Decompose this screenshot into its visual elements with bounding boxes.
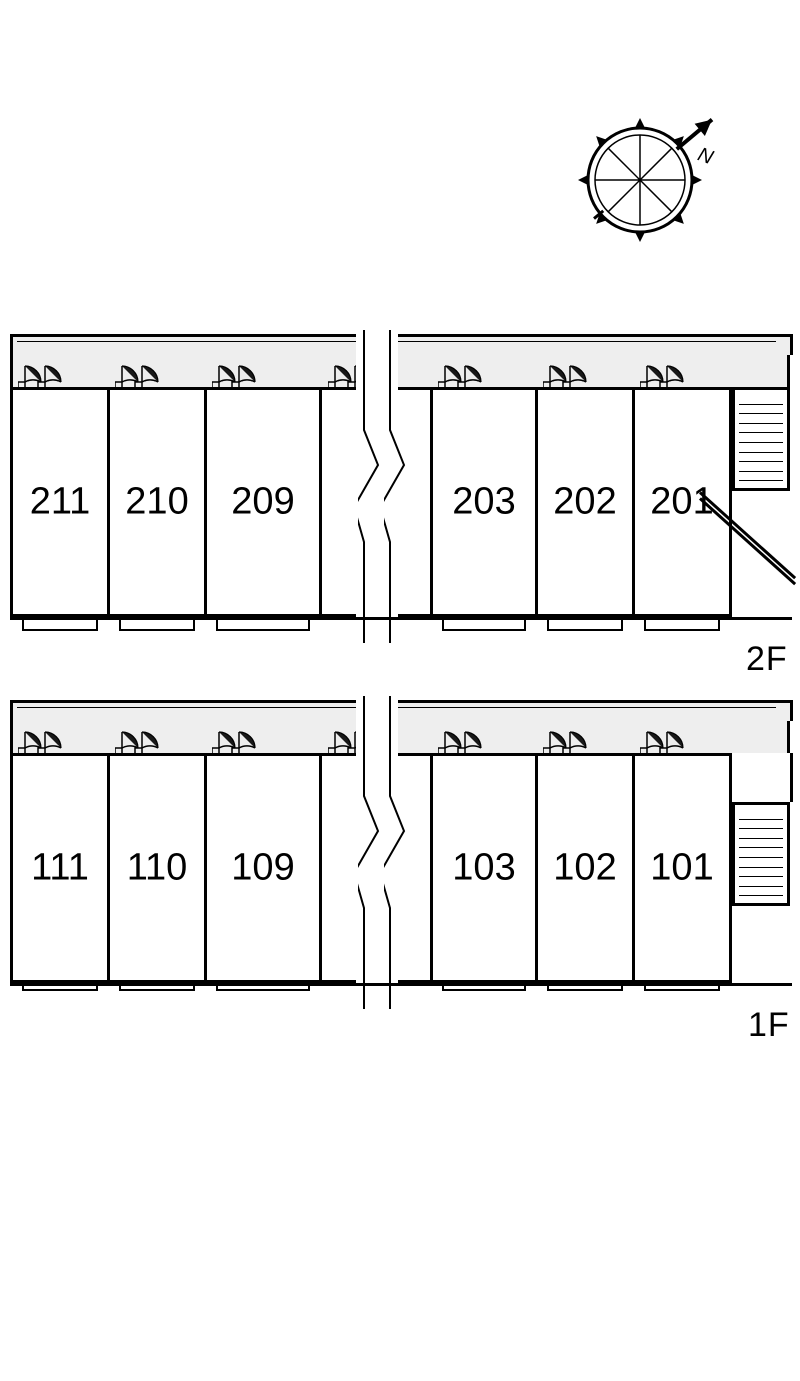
unit-109: 109 [204, 753, 322, 983]
unit-label: 103 [433, 847, 535, 890]
unit-101: 101 [632, 753, 732, 983]
door-icon [115, 726, 161, 754]
door-icon [212, 726, 258, 754]
unit-102: 102 [535, 753, 635, 983]
break-line [384, 696, 414, 1009]
unit-label: 101 [635, 847, 729, 890]
baseline [10, 983, 792, 986]
unit-label: 110 [110, 847, 204, 890]
door-icon [438, 726, 484, 754]
door-icon [18, 726, 64, 754]
floor-1: 111110109 103102101 [0, 0, 800, 1381]
floor-1-label: 1F [748, 1006, 790, 1045]
unit-label: 109 [207, 847, 319, 890]
unit-111: 111 [10, 753, 110, 983]
door-icon [640, 726, 686, 754]
corridor-end-notch [776, 700, 793, 721]
unit-110: 110 [107, 753, 207, 983]
floor-plan-diagram: { "type": "floor-plan", "canvas": { "wid… [0, 0, 800, 1381]
stair-landing [729, 753, 793, 802]
unit-label: 102 [538, 847, 632, 890]
unit-103: 103 [430, 753, 538, 983]
door-icon [543, 726, 589, 754]
staircase-icon [732, 802, 790, 906]
unit-label: 111 [13, 847, 107, 890]
unit-partial [319, 753, 359, 983]
